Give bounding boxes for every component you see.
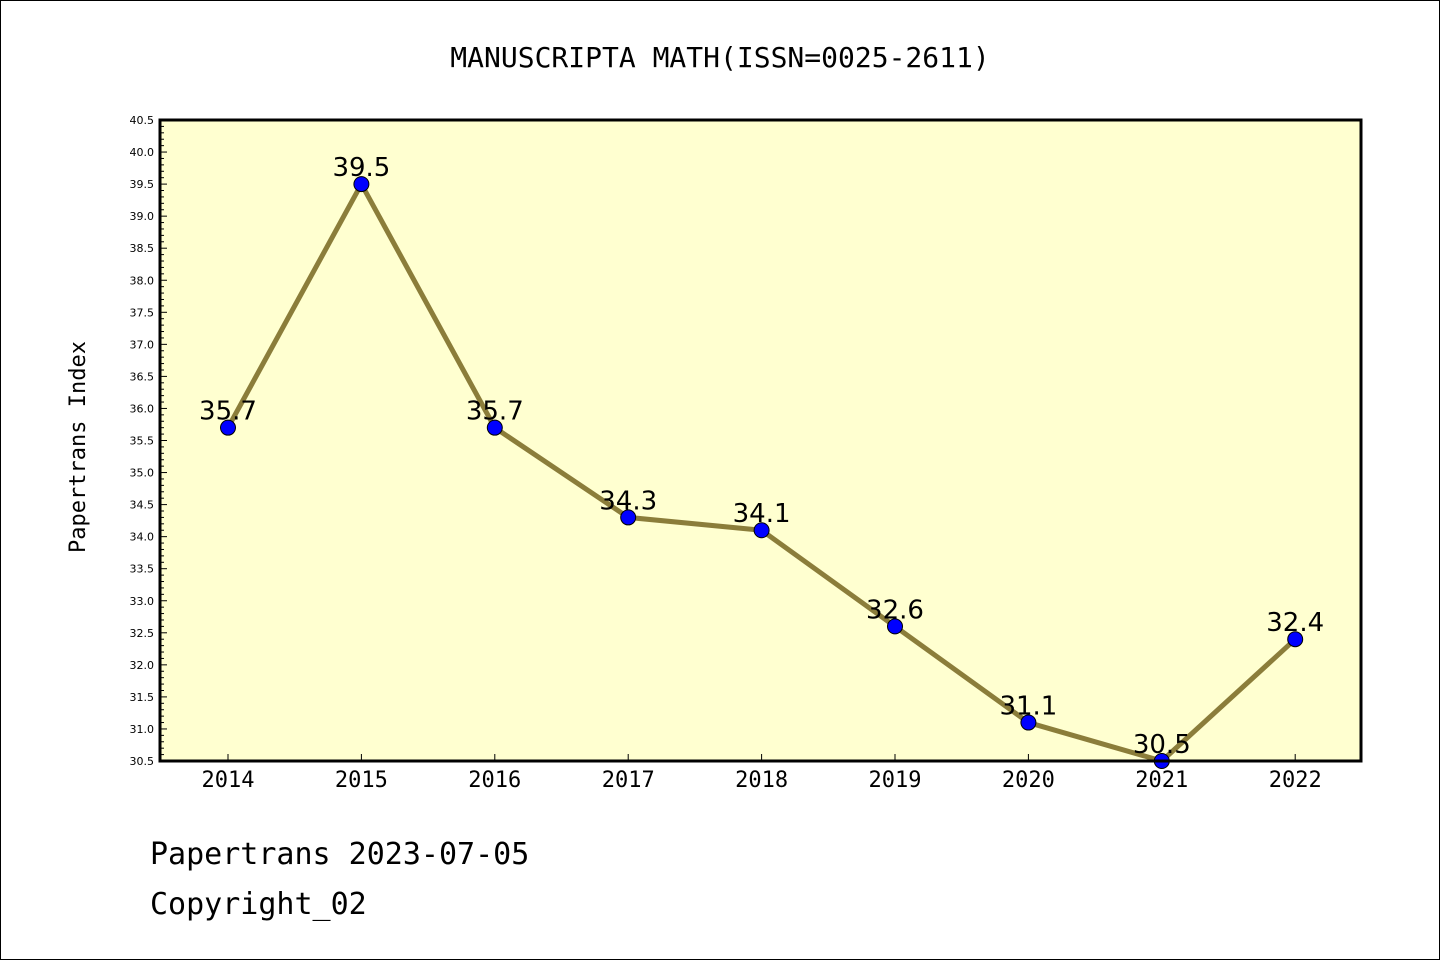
series-markers bbox=[220, 176, 1304, 769]
plot-area bbox=[160, 120, 1361, 761]
x-tick-label: 2019 bbox=[869, 768, 922, 793]
data-label: 31.1 bbox=[999, 692, 1057, 722]
data-point bbox=[887, 618, 903, 635]
x-tick-label: 2021 bbox=[1135, 768, 1188, 793]
x-tick-label: 2022 bbox=[1269, 768, 1322, 793]
data-label: 30.5 bbox=[1133, 730, 1191, 760]
y-tick-label: 36.0 bbox=[130, 402, 155, 415]
x-tick-label: 2016 bbox=[468, 768, 521, 793]
data-point bbox=[620, 509, 637, 526]
data-label: 34.1 bbox=[733, 499, 791, 529]
y-tick-label: 31.0 bbox=[130, 723, 155, 736]
y-tick-label: 32.5 bbox=[130, 627, 155, 640]
data-label: 39.5 bbox=[332, 153, 390, 183]
y-tick-label: 34.0 bbox=[130, 531, 155, 544]
x-axis-ticks: 2014 2015 2016 2017 2018 2019 2020 2021 2022 bbox=[202, 754, 1322, 793]
x-tick-label: 2014 bbox=[202, 768, 255, 793]
y-tick-label: 37.5 bbox=[130, 306, 155, 319]
footer-copyright: Copyright_02 bbox=[150, 887, 367, 922]
plot-border bbox=[158, 118, 1363, 763]
y-axis-label: Papertrans Index bbox=[66, 341, 91, 553]
y-tick-label: 36.5 bbox=[130, 370, 155, 383]
data-point bbox=[1020, 714, 1037, 731]
data-point bbox=[353, 176, 370, 193]
y-tick-label: 32.0 bbox=[130, 659, 155, 672]
data-label: 32.4 bbox=[1266, 608, 1324, 638]
data-label: 32.6 bbox=[866, 595, 924, 625]
y-tick-label: 35.0 bbox=[130, 467, 155, 480]
data-point bbox=[753, 522, 770, 539]
chart-title: MANUSCRIPTA MATH(ISSN=0025-2611) bbox=[450, 41, 989, 74]
y-tick-label: 30.5 bbox=[130, 755, 155, 768]
y-tick-label: 39.5 bbox=[130, 178, 155, 191]
data-label: 35.7 bbox=[199, 397, 257, 427]
data-point bbox=[486, 419, 503, 436]
y-tick-label: 31.5 bbox=[130, 691, 155, 704]
y-tick-label: 33.0 bbox=[130, 595, 155, 608]
y-tick-label: 39.0 bbox=[130, 210, 155, 223]
y-tick-label: 38.5 bbox=[130, 242, 155, 255]
x-tick-label: 2020 bbox=[1002, 768, 1055, 793]
data-point bbox=[220, 419, 236, 436]
y-tick-label: 40.5 bbox=[130, 114, 155, 127]
data-label: 35.7 bbox=[466, 397, 524, 427]
data-label: 34.3 bbox=[599, 486, 657, 516]
data-labels: 35.7 39.5 35.7 34.3 34.1 32.6 31.1 30.5 32.4 bbox=[199, 153, 1324, 760]
y-tick-label: 35.5 bbox=[130, 435, 155, 448]
y-tick-label: 33.5 bbox=[130, 563, 155, 576]
footer-date: Papertrans 2023-07-05 bbox=[150, 837, 529, 872]
y-tick-label: 38.0 bbox=[130, 274, 155, 287]
y-tick-label: 37.0 bbox=[130, 338, 155, 351]
y-tick-label: 40.0 bbox=[130, 146, 155, 159]
data-point bbox=[1287, 631, 1304, 648]
y-tick-label: 34.5 bbox=[130, 499, 155, 512]
x-tick-label: 2017 bbox=[602, 768, 655, 793]
x-tick-label: 2018 bbox=[735, 768, 788, 793]
x-tick-label: 2015 bbox=[335, 768, 388, 793]
